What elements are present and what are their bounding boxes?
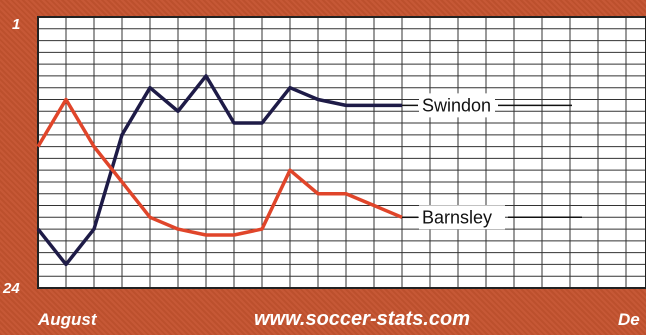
plot-border <box>37 16 646 289</box>
x-start-label: August <box>37 310 98 329</box>
watermark: www.soccer-stats.com <box>254 308 470 330</box>
series-label-background <box>419 93 495 118</box>
series-label-background <box>419 205 505 230</box>
series-line-barnsley <box>36 97 403 237</box>
y-tick-top: 1 <box>12 16 20 33</box>
grid-lines <box>37 16 646 289</box>
series-labels: Swindon Barnsley <box>402 93 582 230</box>
series-label-swindon: Swindon <box>422 95 491 115</box>
series-label-barnsley: Barnsley <box>422 207 492 227</box>
series-layer <box>36 74 403 267</box>
y-tick-bottom: 24 <box>2 280 20 297</box>
series-line-swindon <box>36 74 402 267</box>
plot-background <box>38 17 646 288</box>
x-end-label: De <box>618 310 640 329</box>
